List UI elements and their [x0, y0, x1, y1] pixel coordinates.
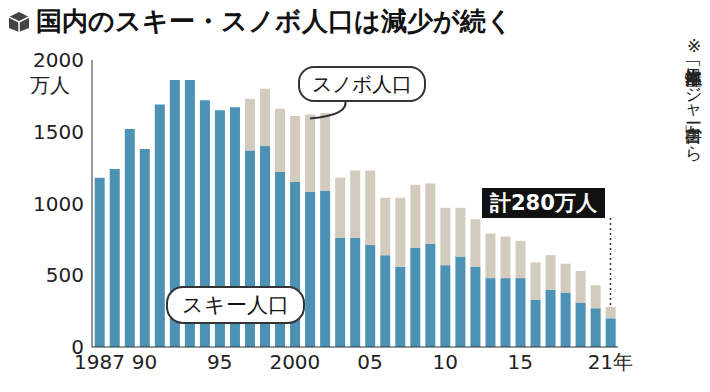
svg-text:2000: 2000 — [269, 350, 320, 374]
svg-text:0: 0 — [71, 335, 84, 359]
html-text:万人: 万人 — [30, 73, 70, 97]
html-text:スノボ人口: スノボ人口 — [312, 72, 412, 96]
html-text:計280万人: 計280万人 — [490, 191, 597, 215]
svg-text:95: 95 — [207, 350, 232, 374]
svg-text:1987: 1987 — [74, 350, 125, 375]
svg-text:90: 90 — [132, 350, 157, 374]
svg-text:500: 500 — [46, 263, 84, 287]
svg-text:05: 05 — [357, 350, 382, 374]
svg-text:10: 10 — [432, 350, 457, 374]
svg-text:1500: 1500 — [33, 120, 84, 144]
html-text:※日本生産性本部「レジャー白書」から: ※日本生産性本部「レジャー白書」から — [684, 36, 704, 152]
svg-text:21年: 21年 — [588, 350, 633, 374]
svg-text:15: 15 — [508, 350, 533, 374]
svg-text:2000: 2000 — [33, 48, 84, 72]
svg-text:1000: 1000 — [33, 192, 84, 216]
html-text:スキー人口: スキー人口 — [182, 293, 289, 317]
html-text:国内のスキー・スノボ人口は減少が続く: 国内のスキー・スノボ人口は減少が続く — [36, 6, 513, 36]
